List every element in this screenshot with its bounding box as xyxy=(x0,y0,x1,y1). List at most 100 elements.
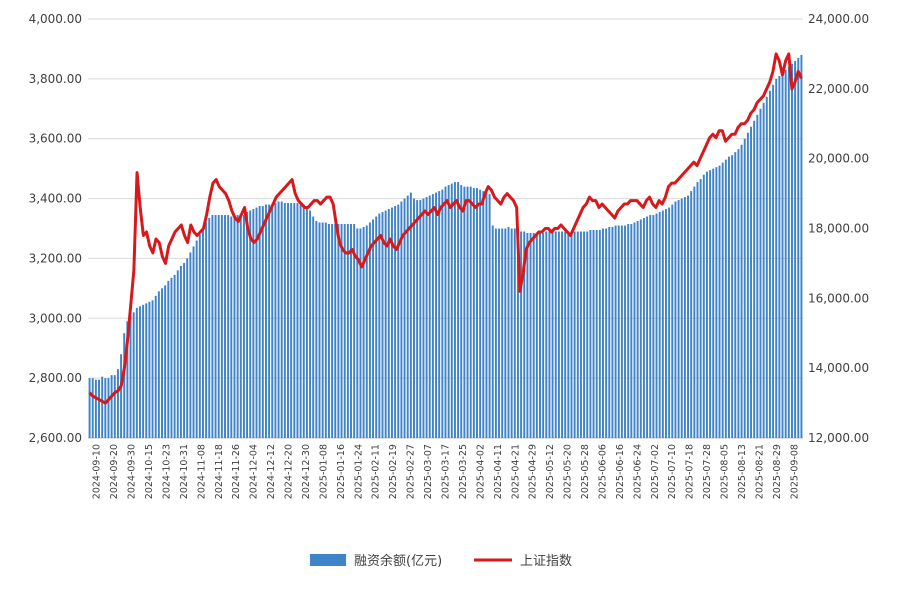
bar xyxy=(164,285,167,438)
bar xyxy=(324,222,327,438)
bar xyxy=(501,228,504,438)
bar xyxy=(91,378,94,438)
bar xyxy=(721,162,724,438)
left-tick-label: 3,800.00 xyxy=(29,72,82,86)
bar xyxy=(567,231,570,438)
bar xyxy=(482,191,485,438)
bar xyxy=(513,228,516,438)
x-tick-label: 2025-02-11 xyxy=(371,444,382,499)
bar xyxy=(201,228,204,438)
right-tick-label: 18,000.00 xyxy=(808,222,869,236)
bar xyxy=(466,186,469,438)
x-tick-label: 2024-09-10 xyxy=(92,444,103,499)
bar xyxy=(372,219,375,438)
bar xyxy=(453,182,456,438)
bar xyxy=(646,216,649,438)
bar xyxy=(132,312,135,438)
bar xyxy=(230,216,233,438)
bar xyxy=(419,200,422,438)
x-tick-label: 2025-01-08 xyxy=(318,444,329,499)
x-tick-label: 2025-08-29 xyxy=(772,444,783,499)
bar xyxy=(630,224,633,438)
bar xyxy=(680,198,683,438)
bar xyxy=(217,215,220,438)
bar xyxy=(444,186,447,438)
x-tick-label: 2025-04-29 xyxy=(528,444,539,499)
x-tick-label: 2025-07-18 xyxy=(685,444,696,499)
bar xyxy=(734,152,737,438)
bar xyxy=(214,215,217,438)
bar xyxy=(387,209,390,438)
bar xyxy=(438,191,441,438)
bar xyxy=(526,232,529,438)
bar xyxy=(110,375,113,438)
bar xyxy=(359,228,362,438)
bar xyxy=(107,378,110,438)
bar xyxy=(479,189,482,438)
bar xyxy=(724,159,727,438)
bar xyxy=(167,280,170,439)
legend-swatch-bars xyxy=(310,554,346,566)
left-tick-label: 4,000.00 xyxy=(29,12,82,26)
bar xyxy=(775,78,778,439)
bar xyxy=(208,218,211,438)
bar xyxy=(573,231,576,438)
bar xyxy=(772,84,775,438)
bar xyxy=(535,232,538,438)
bar xyxy=(655,213,658,438)
bar xyxy=(718,165,721,438)
bar xyxy=(403,198,406,438)
bar xyxy=(255,207,258,438)
bar xyxy=(192,246,195,438)
bar xyxy=(428,195,431,438)
bar xyxy=(299,204,302,438)
x-tick-label: 2025-03-17 xyxy=(441,444,452,499)
x-tick-label: 2024-11-18 xyxy=(214,444,225,499)
bar xyxy=(120,354,123,438)
legend-label-bars: 融资余额(亿元) xyxy=(354,553,442,569)
bar xyxy=(236,215,239,438)
bar xyxy=(104,378,107,438)
bar xyxy=(321,222,324,438)
bar xyxy=(293,203,296,438)
bar xyxy=(627,224,630,438)
bar xyxy=(778,75,781,439)
x-tick-label: 2025-03-07 xyxy=(423,444,434,499)
bar xyxy=(665,209,667,438)
bar xyxy=(624,225,627,438)
bar xyxy=(252,209,255,438)
bar xyxy=(346,224,349,438)
bar xyxy=(431,194,434,438)
bar xyxy=(186,258,189,438)
bar xyxy=(315,221,318,438)
bar xyxy=(460,185,463,438)
right-tick-label: 22,000.00 xyxy=(808,82,869,96)
x-tick-label: 2024-09-30 xyxy=(127,444,138,499)
x-tick-label: 2025-05-12 xyxy=(545,444,556,499)
left-tick-label: 2,800.00 xyxy=(29,371,82,385)
legend-label-line: 上证指数 xyxy=(520,554,572,569)
bar xyxy=(413,198,415,438)
x-tick-label: 2025-05-20 xyxy=(563,444,574,499)
bar xyxy=(797,57,800,438)
bar xyxy=(268,204,271,438)
x-tick-label: 2025-07-02 xyxy=(650,444,661,499)
bar xyxy=(189,252,192,438)
bar xyxy=(762,102,765,439)
bar xyxy=(617,225,620,438)
bar xyxy=(350,224,352,438)
x-tick-label: 2025-08-05 xyxy=(720,444,731,499)
bar xyxy=(126,321,129,438)
bar xyxy=(520,231,523,438)
bar xyxy=(642,218,645,438)
bar xyxy=(504,228,507,438)
bar xyxy=(88,378,91,438)
bar xyxy=(737,149,740,438)
bar xyxy=(523,231,526,438)
bar xyxy=(658,212,661,438)
bar xyxy=(381,212,384,438)
bar xyxy=(176,270,179,438)
bar xyxy=(485,192,488,438)
bar xyxy=(264,204,267,438)
